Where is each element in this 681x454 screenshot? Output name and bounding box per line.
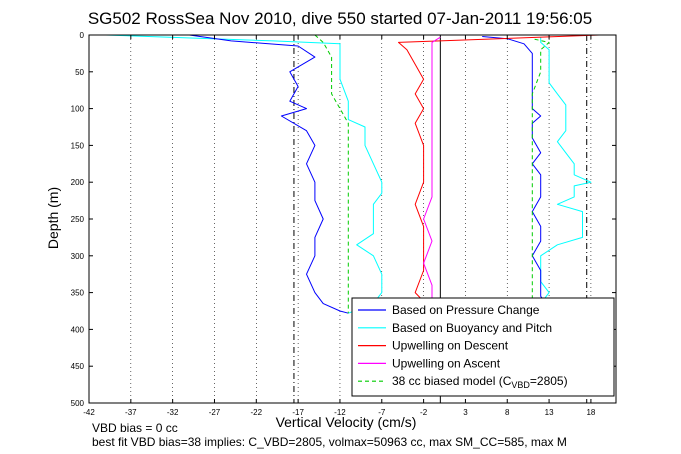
y-tick-label: 150 (71, 141, 85, 150)
legend-label: 38 cc biased model (CVBD=2805) (392, 374, 568, 390)
series-upwelling-on-descent (398, 34, 600, 302)
x-tick-label: -12 (334, 408, 346, 417)
chart-title: SG502 RossSea Nov 2010, dive 550 started… (88, 9, 592, 28)
x-tick-label: -22 (251, 408, 263, 417)
series-38-cc-biased-model-c-vbd-2805-ascent (531, 38, 550, 314)
series-based-on-buoyancy-and-pitch-descent (105, 34, 383, 314)
x-tick-label: 18 (586, 408, 595, 417)
series-38-cc-biased-model-c-vbd-2805-descent (314, 34, 349, 314)
y-tick-label: 200 (71, 178, 85, 187)
y-tick-label: 350 (71, 289, 85, 298)
series-based-on-pressure-change-ascent (482, 36, 550, 314)
footer-line-2: best fit VBD bias=38 implies: C_VBD=2805… (92, 435, 567, 449)
x-tick-label: -17 (292, 408, 304, 417)
x-tick-label: 8 (505, 408, 510, 417)
legend-label-tail: =2805) (530, 374, 568, 388)
y-tick-label: 450 (71, 362, 85, 371)
series-based-on-pressure-change-descent (189, 34, 349, 314)
x-tick-label: -2 (420, 408, 428, 417)
x-axis-label: Vertical Velocity (cm/s) (276, 414, 417, 430)
y-tick-label: 400 (71, 325, 85, 334)
footer-line-1: VBD bias = 0 cc (92, 421, 178, 435)
y-axis-ticks: 0 50 100 150 200 250 300 350 400 450 500 (71, 31, 616, 408)
legend-box (351, 297, 615, 397)
legend-label-subscript: VBD (511, 380, 530, 390)
series-upwelling-on-ascent (423, 36, 441, 302)
x-tick-label: 3 (463, 408, 468, 417)
y-tick-label: 0 (80, 31, 85, 40)
legend-label: Upwelling on Ascent (392, 356, 501, 370)
y-tick-label: 100 (71, 105, 85, 114)
series-layer (105, 34, 600, 314)
y-tick-label: 50 (75, 68, 84, 77)
legend-label: Based on Buoyancy and Pitch (392, 321, 552, 335)
y-tick-label: 300 (71, 252, 85, 261)
legend-label: Upwelling on Descent (392, 339, 509, 353)
y-tick-label: 250 (71, 215, 85, 224)
legend-label: Based on Pressure Change (392, 303, 540, 317)
legend: Based on Pressure Change Based on Buoyanc… (351, 297, 615, 397)
x-tick-label: -27 (209, 408, 221, 417)
x-axis-ticks: -42 -37 -32 -27 -22 -17 -12 -7 -2 3 8 13 18 (83, 35, 596, 417)
x-tick-label: 13 (545, 408, 554, 417)
series-based-on-buoyancy-and-pitch-ascent (540, 37, 592, 314)
x-tick-label: -42 (83, 408, 95, 417)
y-axis-label: Depth (m) (45, 187, 61, 249)
x-tick-label: -7 (378, 408, 386, 417)
x-tick-label: -32 (167, 408, 179, 417)
x-tick-label: -37 (125, 408, 137, 417)
y-tick-label: 500 (71, 399, 85, 408)
